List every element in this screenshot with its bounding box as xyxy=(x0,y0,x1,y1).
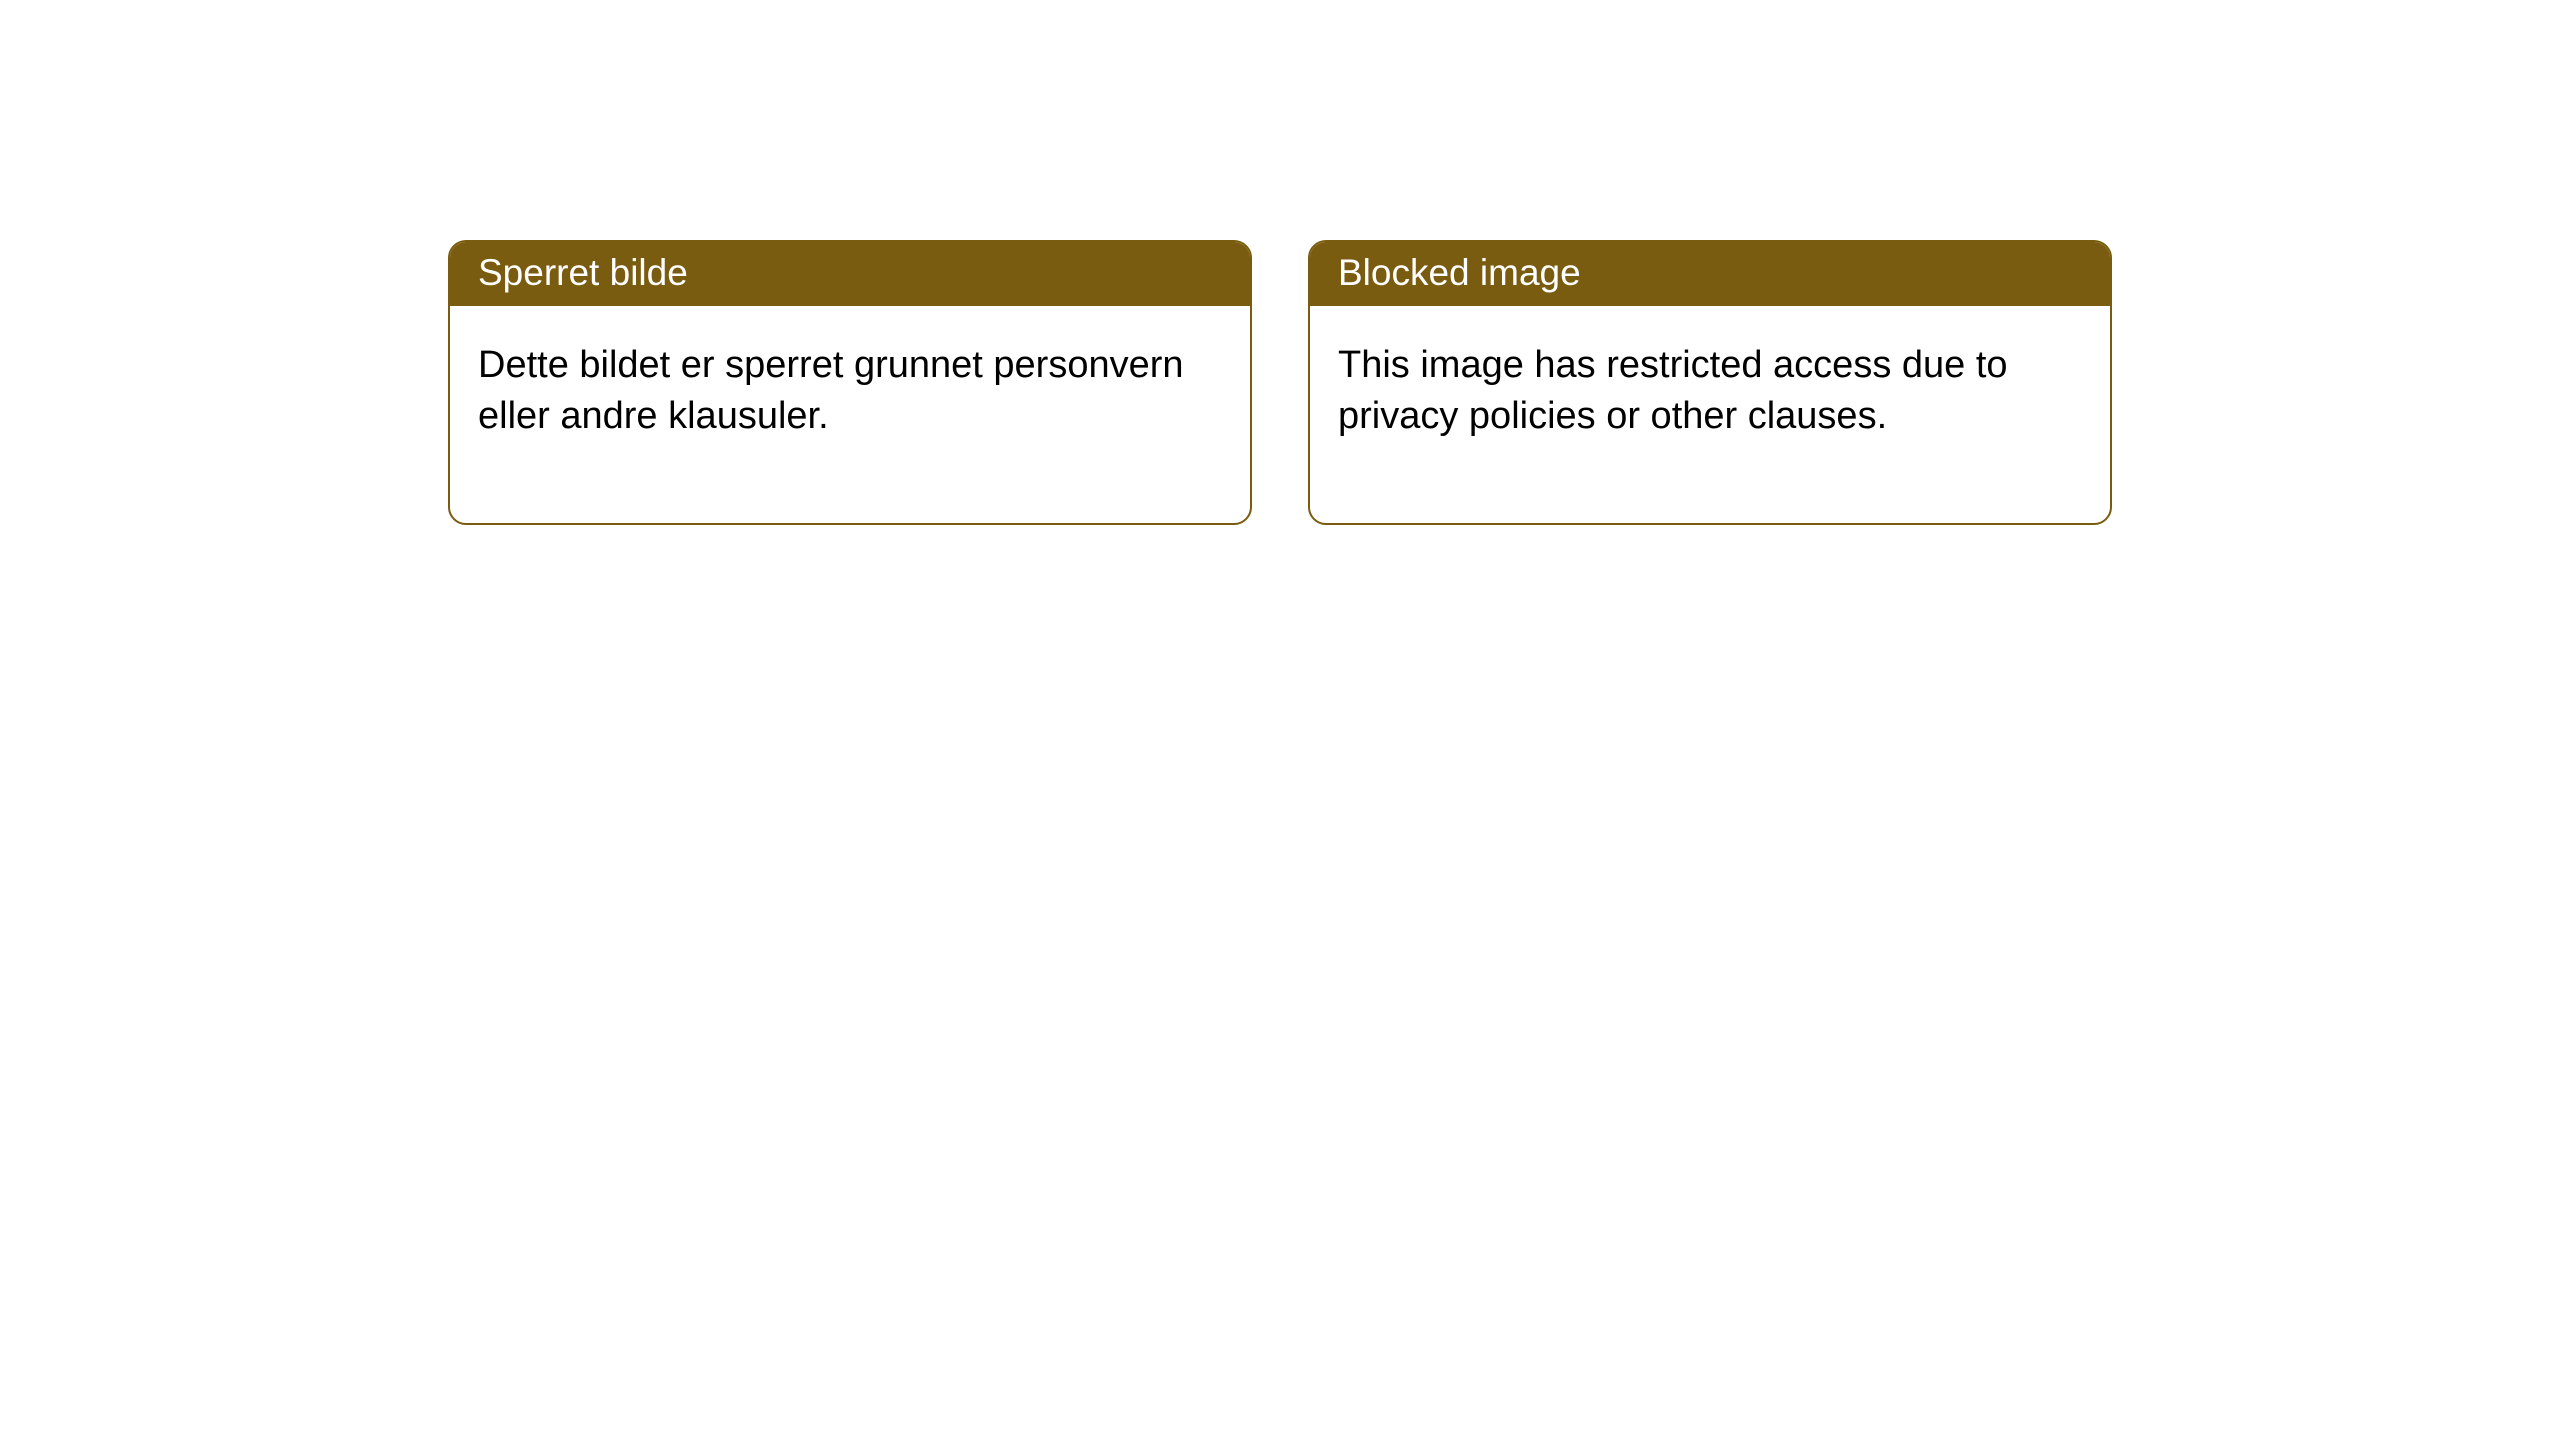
notice-card-en: Blocked image This image has restricted … xyxy=(1308,240,2112,525)
notice-container: Sperret bilde Dette bildet er sperret gr… xyxy=(0,0,2560,525)
notice-body-no: Dette bildet er sperret grunnet personve… xyxy=(450,306,1250,523)
notice-body-en: This image has restricted access due to … xyxy=(1310,306,2110,523)
notice-header-no: Sperret bilde xyxy=(450,242,1250,306)
notice-card-no: Sperret bilde Dette bildet er sperret gr… xyxy=(448,240,1252,525)
notice-header-en: Blocked image xyxy=(1310,242,2110,306)
